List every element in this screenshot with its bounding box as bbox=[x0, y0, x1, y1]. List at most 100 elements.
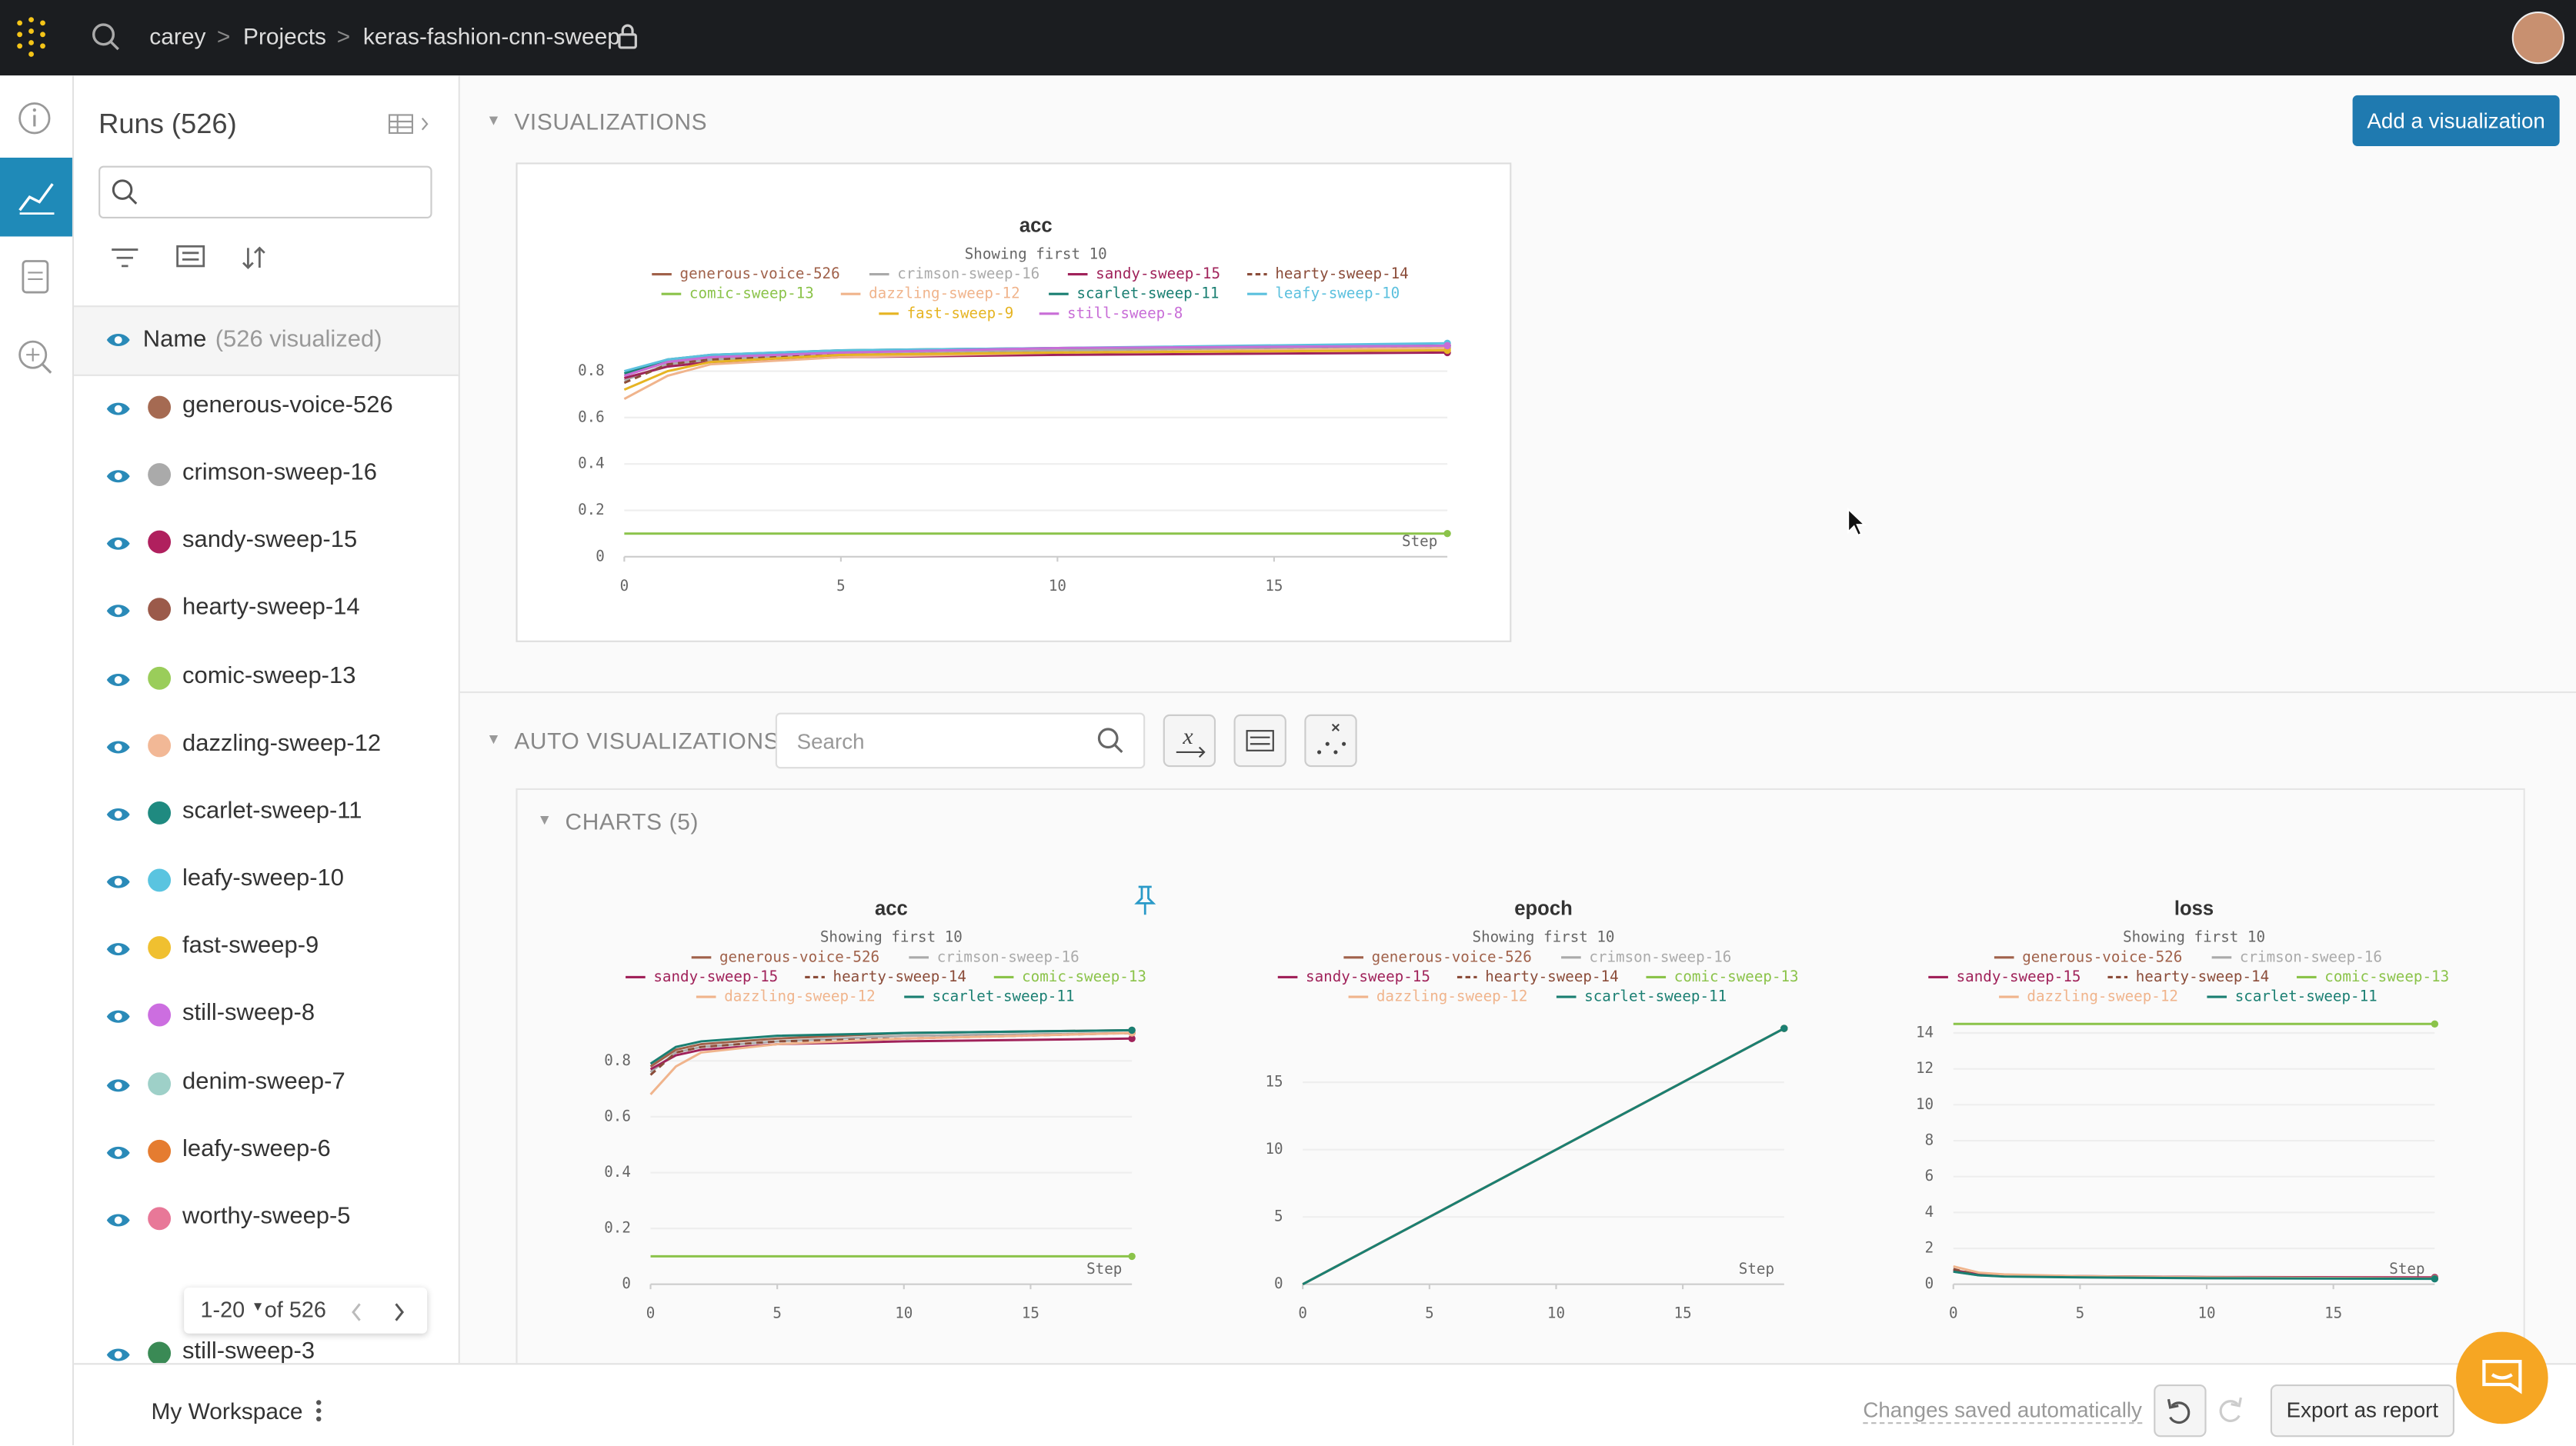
charts-section-title: CHARTS (5) bbox=[565, 808, 699, 835]
undo-button[interactable] bbox=[2154, 1384, 2207, 1438]
x-tick-label: 15 bbox=[2324, 1304, 2342, 1322]
pin-icon[interactable] bbox=[1133, 884, 1156, 917]
sweep-icon[interactable] bbox=[16, 338, 55, 378]
legend-label: comic-sweep-13 bbox=[1022, 968, 1146, 985]
run-color bbox=[148, 395, 172, 419]
search-placeholder: Search bbox=[796, 729, 865, 755]
run-name[interactable]: sandy-sweep-15 bbox=[182, 528, 358, 555]
legend-label: comic-sweep-13 bbox=[2324, 968, 2449, 985]
runs-toolbar[interactable] bbox=[110, 243, 324, 272]
legend-label: hearty-sweep-14 bbox=[2136, 968, 2269, 985]
export-button[interactable]: Export as report bbox=[2270, 1384, 2454, 1438]
series-line bbox=[623, 346, 1448, 385]
run-name[interactable]: scarlet-sweep-11 bbox=[182, 798, 362, 825]
page-arrows[interactable] bbox=[349, 1301, 414, 1324]
charts-tab-active[interactable] bbox=[0, 157, 72, 237]
collapse-toggle[interactable]: ▼ bbox=[486, 731, 502, 748]
breadcrumb[interactable]: Projects bbox=[243, 22, 327, 50]
legend-label: dazzling-sweep-12 bbox=[724, 988, 876, 1005]
run-name[interactable]: generous-voice-526 bbox=[182, 392, 393, 419]
run-name[interactable]: hearty-sweep-14 bbox=[182, 595, 360, 622]
y-tick-label: 10 bbox=[1916, 1095, 1934, 1113]
y-tick-label: 14 bbox=[1916, 1023, 1934, 1041]
visibility-toggle[interactable] bbox=[105, 938, 132, 961]
visibility-toggle[interactable] bbox=[105, 465, 132, 488]
run-row: comic-sweep-13 bbox=[74, 645, 459, 712]
y-tick-label: 15 bbox=[1265, 1073, 1283, 1091]
x-tick-label: 5 bbox=[772, 1304, 782, 1322]
visibility-toggle[interactable] bbox=[105, 1208, 132, 1231]
x-tick-label: 15 bbox=[1265, 577, 1283, 595]
run-color bbox=[148, 733, 172, 757]
chart-search[interactable]: Search bbox=[775, 712, 1146, 769]
x-tick-label: 15 bbox=[1022, 1304, 1039, 1322]
add-visualization-button[interactable]: Add a visualization bbox=[2352, 95, 2560, 147]
legend-label: sandy-sweep-15 bbox=[1306, 968, 1430, 985]
x-axis-button[interactable]: x bbox=[1163, 714, 1216, 768]
page-dropdown[interactable]: ▼ bbox=[251, 1298, 265, 1314]
run-name[interactable]: dazzling-sweep-12 bbox=[182, 730, 382, 757]
legend-label: hearty-sweep-14 bbox=[1485, 968, 1618, 985]
run-color bbox=[148, 1206, 172, 1230]
y-tick-label: 0 bbox=[1274, 1274, 1283, 1292]
y-tick-label: 2 bbox=[1925, 1239, 1934, 1257]
visibility-toggle[interactable] bbox=[105, 1073, 132, 1096]
run-row: still-sweep-3 bbox=[74, 1321, 459, 1388]
visibility-toggle[interactable] bbox=[105, 871, 132, 894]
collapse-toggle[interactable]: ▼ bbox=[537, 811, 552, 828]
breadcrumb[interactable]: carey bbox=[149, 22, 206, 50]
x-tick-label: 10 bbox=[1049, 577, 1066, 595]
x-axis-label: Step bbox=[2389, 1260, 2424, 1278]
collapse-toggle[interactable]: ▼ bbox=[486, 112, 502, 128]
visibility-toggle[interactable] bbox=[105, 600, 132, 623]
legend-label: sandy-sweep-15 bbox=[1957, 968, 2081, 985]
visibility-toggle[interactable] bbox=[105, 803, 132, 826]
run-name[interactable]: still-sweep-8 bbox=[182, 1001, 315, 1028]
section-title: AUTO VISUALIZATIONS bbox=[514, 727, 780, 755]
visualized-count: (526 visualized) bbox=[215, 326, 382, 354]
legend-label: generous-voice-526 bbox=[1372, 948, 1532, 965]
run-name[interactable]: leafy-sweep-10 bbox=[182, 865, 344, 892]
run-name[interactable]: worthy-sweep-5 bbox=[182, 1203, 351, 1230]
name-column[interactable]: Name bbox=[142, 326, 207, 354]
y-tick-label: 0 bbox=[596, 547, 605, 565]
run-name[interactable]: crimson-sweep-16 bbox=[182, 460, 377, 487]
info-icon[interactable] bbox=[16, 100, 52, 136]
visibility-toggle[interactable] bbox=[105, 398, 132, 421]
avatar[interactable] bbox=[2511, 11, 2565, 65]
outliers-button[interactable] bbox=[1304, 714, 1357, 768]
run-name[interactable]: fast-sweep-9 bbox=[182, 933, 319, 960]
y-tick-label: 0.6 bbox=[578, 408, 605, 425]
chat-bubble[interactable] bbox=[2456, 1331, 2548, 1424]
redo-button[interactable] bbox=[2204, 1384, 2254, 1434]
visibility-toggle[interactable] bbox=[105, 1344, 132, 1367]
chart-subtitle: Showing first 10 bbox=[2123, 928, 2265, 946]
page-range[interactable]: 1-20 bbox=[200, 1297, 245, 1322]
search-icon[interactable] bbox=[90, 22, 123, 55]
run-name[interactable]: denim-sweep-7 bbox=[182, 1068, 345, 1095]
run-name[interactable]: comic-sweep-13 bbox=[182, 662, 356, 689]
visibility-toggle[interactable] bbox=[105, 735, 132, 758]
runs-search[interactable] bbox=[98, 165, 432, 218]
top-bar: carey > Projects > keras-fashion-cnn-swe… bbox=[0, 0, 2576, 76]
visibility-toggle[interactable] bbox=[105, 668, 132, 691]
workspace-name[interactable]: My Workspace bbox=[151, 1398, 303, 1424]
legend-label: generous-voice-526 bbox=[2022, 948, 2182, 965]
end-point bbox=[1128, 1252, 1136, 1261]
table-toggle[interactable] bbox=[388, 112, 434, 138]
workspace-menu[interactable] bbox=[314, 1398, 324, 1424]
logo[interactable] bbox=[13, 16, 56, 59]
visibility-toggle[interactable] bbox=[105, 532, 132, 555]
run-name[interactable]: leafy-sweep-6 bbox=[182, 1135, 331, 1162]
run-name[interactable]: still-sweep-3 bbox=[182, 1338, 315, 1365]
cursor bbox=[1847, 507, 1867, 537]
breadcrumb[interactable]: keras-fashion-cnn-sweep bbox=[362, 22, 620, 50]
reports-icon[interactable] bbox=[18, 256, 54, 295]
visibility-toggle[interactable] bbox=[105, 1141, 132, 1164]
visibility-toggle[interactable] bbox=[105, 1005, 132, 1028]
chart-subtitle: Showing first 10 bbox=[820, 928, 963, 946]
legend-label: dazzling-sweep-12 bbox=[1376, 988, 1528, 1005]
smoothing-button[interactable] bbox=[1233, 714, 1286, 768]
legend-label: crimson-sweep-16 bbox=[1589, 948, 1731, 965]
